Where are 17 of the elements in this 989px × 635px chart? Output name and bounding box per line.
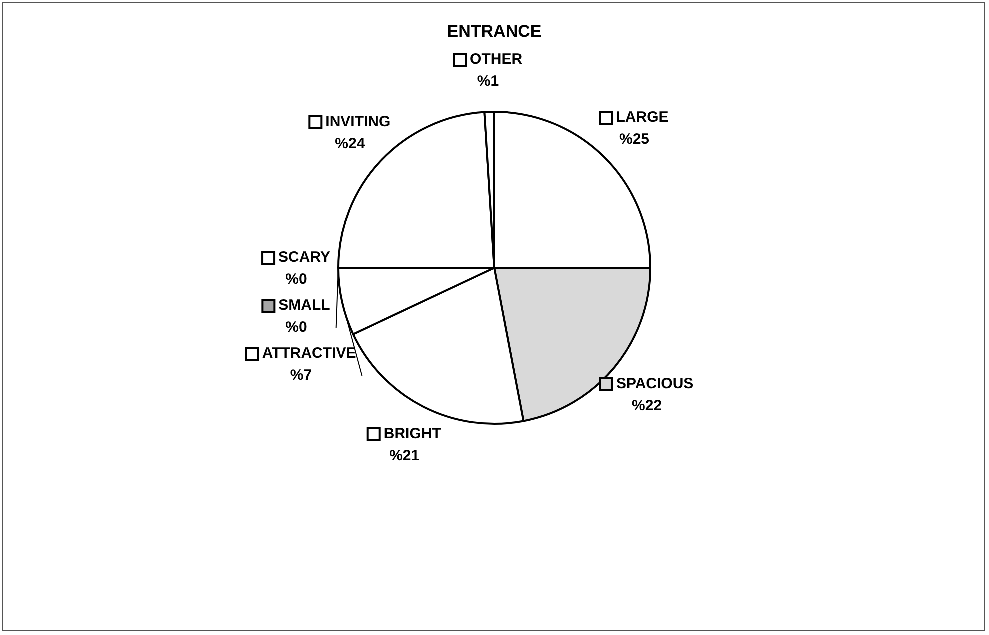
chart-title: ENTRANCE (446, 22, 543, 42)
data-label: %25 (619, 131, 650, 148)
legend-label: SMALL (278, 297, 330, 314)
legend-label: SCARY (278, 249, 330, 266)
data-label: %24 (335, 136, 366, 153)
legend-label: ATTRACTIVE (262, 345, 356, 362)
data-label: %1 (477, 73, 500, 90)
legend-label: LARGE (616, 109, 669, 126)
data-label: %22 (632, 397, 662, 414)
text: %0 (286, 271, 308, 288)
data-label: %7 (290, 367, 312, 384)
legend-label: SPACIOUS (616, 375, 694, 392)
text: %0 (286, 319, 308, 336)
data-label: %21 (390, 448, 420, 465)
legend-label: OTHER (470, 51, 523, 68)
legend-label: BRIGHT (384, 426, 442, 443)
legend-label: INVITING (326, 114, 391, 131)
